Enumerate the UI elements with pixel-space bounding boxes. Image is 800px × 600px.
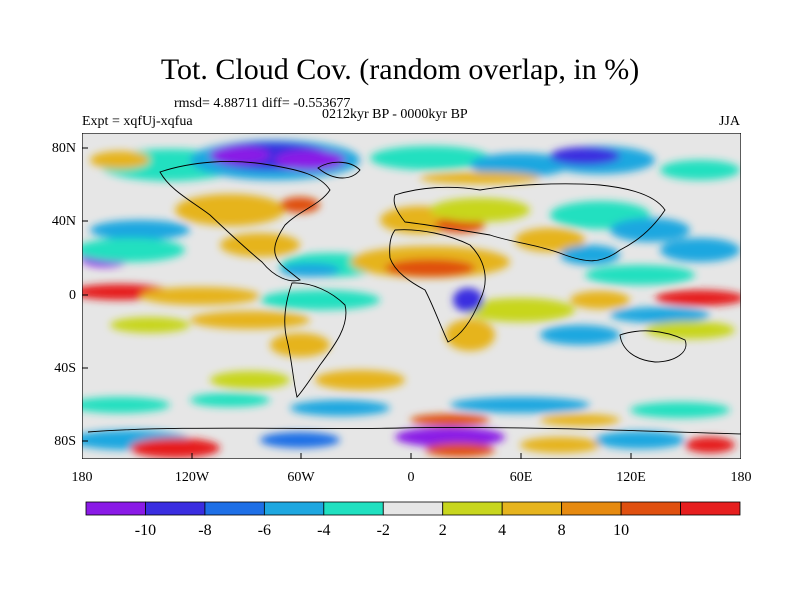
colorbar-swatch xyxy=(263,501,325,516)
lon-tick-180w: 180 xyxy=(71,470,93,485)
coastlines xyxy=(87,161,741,435)
colorbar-swatch xyxy=(204,501,265,516)
period-label: 0212kyr BP - 0000kyr BP xyxy=(322,107,468,122)
colorbar-swatch xyxy=(680,501,741,516)
lon-tick-120w: 120W xyxy=(174,470,210,485)
colorbar xyxy=(85,501,741,516)
map-title: Tot. Cloud Cov. (random overlap, in %) xyxy=(160,53,640,86)
colorbar-swatch xyxy=(323,501,384,516)
lon-tick-60w: 60W xyxy=(287,470,315,485)
colorbar-swatch xyxy=(501,501,563,516)
colorbar-swatch xyxy=(85,501,146,516)
colorbar-label: 4 xyxy=(498,522,507,539)
colorbar-label: 8 xyxy=(557,522,566,539)
lon-tick-60e: 60E xyxy=(509,470,533,485)
lon-tick-180e: 180 xyxy=(730,470,752,485)
colorbar-label: -4 xyxy=(317,522,331,539)
colorbar-label: -6 xyxy=(257,522,272,539)
colorbar-swatch xyxy=(145,501,206,516)
colorbar-swatch xyxy=(561,501,622,516)
colorbar-label: -8 xyxy=(198,522,212,539)
colorbar-label: -10 xyxy=(134,522,157,539)
lat-tick-80s: 80S xyxy=(54,434,76,449)
colorbar-swatch xyxy=(620,501,681,516)
experiment-label: Expt = xqfUj-xqfua xyxy=(82,114,193,129)
colorbar-label: -2 xyxy=(376,522,390,539)
lat-tick-80n: 80N xyxy=(51,141,76,156)
lat-tick-40n: 40N xyxy=(51,214,76,229)
lat-tick-40s: 40S xyxy=(54,361,76,376)
colorbar-label: 2 xyxy=(438,522,447,539)
stats-line: rmsd= 4.88711 diff= -0.553677 xyxy=(174,96,351,111)
lat-tick-0: 0 xyxy=(69,288,76,303)
anomaly-field xyxy=(82,140,741,458)
colorbar-swatch xyxy=(442,501,503,516)
axis-ticks xyxy=(82,147,632,459)
lon-tick-120e: 120E xyxy=(616,470,646,485)
colorbar-swatch xyxy=(382,501,444,516)
season-label: JJA xyxy=(718,114,740,129)
colorbar-label: 10 xyxy=(613,522,630,539)
lon-tick-0: 0 xyxy=(407,470,415,485)
